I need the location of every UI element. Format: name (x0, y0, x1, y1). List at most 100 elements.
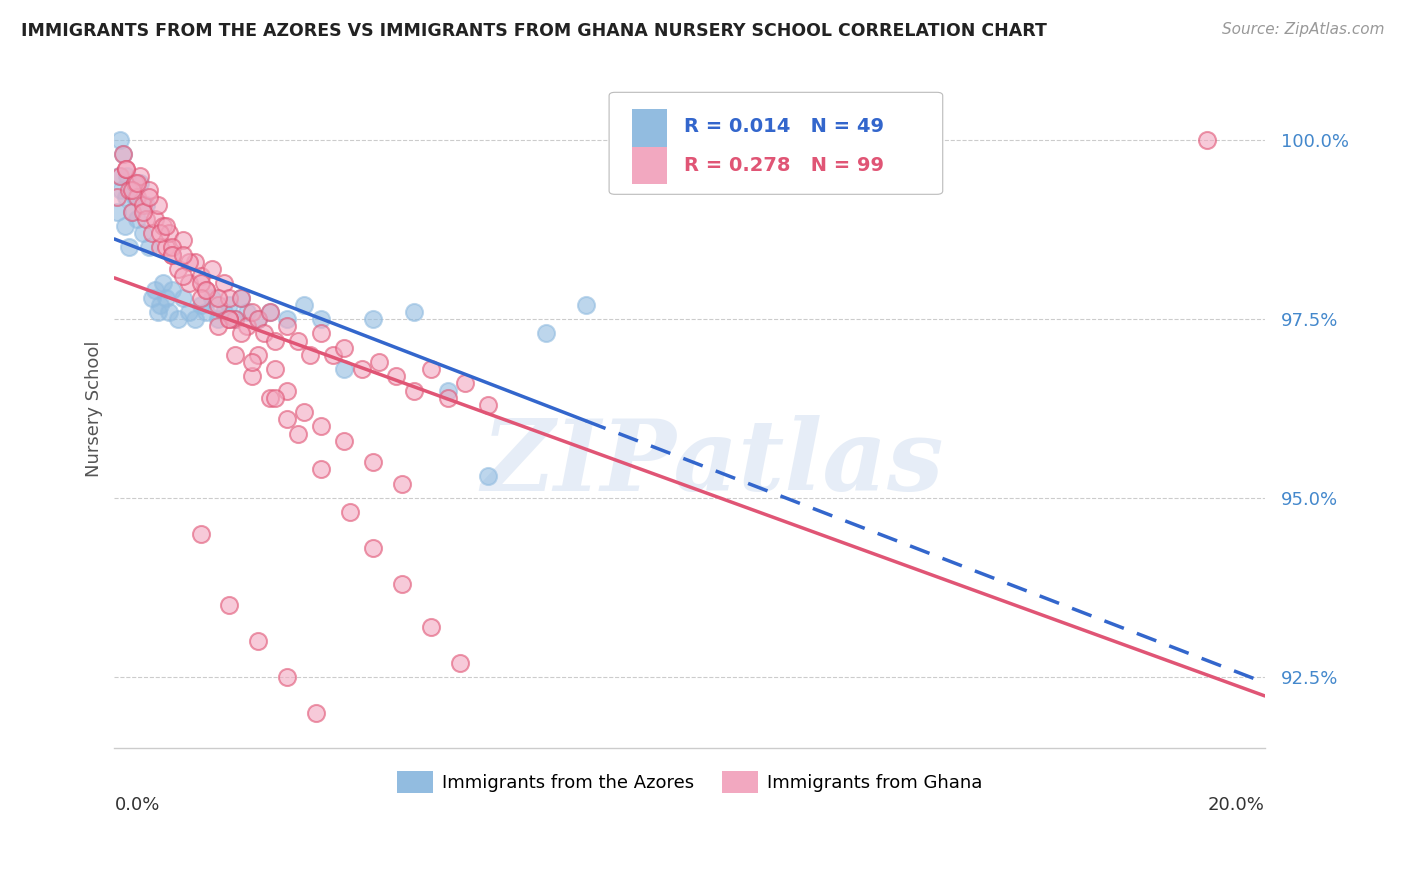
Point (195, 284, 218, 298)
Point (253, 326, 276, 341)
Point (242, 305, 264, 319)
Text: ZIPatlas: ZIPatlas (481, 415, 943, 511)
Point (229, 326, 252, 341)
Point (127, 176, 149, 190)
Point (259, 305, 281, 319)
Point (115, 169, 138, 183)
Point (311, 326, 333, 341)
Point (247, 634, 270, 648)
Point (138, 240, 160, 254)
Point (112, 147, 135, 161)
Point (247, 348, 270, 362)
Point (361, 455, 384, 469)
Point (157, 226, 180, 240)
Point (172, 269, 194, 284)
Point (292, 405, 315, 419)
Point (247, 312, 270, 326)
Point (138, 183, 160, 197)
Point (108, 169, 131, 183)
Point (419, 362, 441, 376)
Point (166, 261, 188, 276)
Point (152, 277, 174, 291)
Point (135, 197, 157, 211)
Point (218, 298, 240, 312)
Point (247, 312, 270, 326)
Point (419, 620, 441, 634)
Point (190, 269, 212, 284)
Point (276, 384, 298, 398)
Point (449, 656, 471, 670)
Point (141, 291, 163, 305)
Point (311, 462, 333, 476)
Point (146, 197, 169, 211)
Point (1197, 133, 1219, 147)
Point (105, 190, 128, 204)
Point (121, 183, 143, 197)
Point (207, 298, 229, 312)
Point (127, 211, 149, 226)
Point (190, 291, 212, 305)
Text: 0.0%: 0.0% (114, 796, 160, 814)
Point (152, 219, 174, 233)
Point (339, 505, 361, 519)
Point (264, 334, 287, 348)
Point (190, 526, 212, 541)
Point (143, 211, 166, 226)
Point (218, 291, 240, 305)
Point (118, 183, 141, 197)
Point (149, 298, 172, 312)
Point (235, 319, 257, 334)
Point (179, 254, 201, 268)
Point (172, 291, 194, 305)
Point (224, 312, 246, 326)
Point (477, 398, 499, 412)
Point (149, 240, 172, 254)
Point (155, 219, 177, 233)
Text: IMMIGRANTS FROM THE AZORES VS IMMIGRANTS FROM GHANA NURSERY SCHOOL CORRELATION C: IMMIGRANTS FROM THE AZORES VS IMMIGRANTS… (21, 22, 1047, 40)
Text: R = 0.014   N = 49: R = 0.014 N = 49 (683, 118, 884, 136)
Point (235, 305, 257, 319)
Point (124, 176, 146, 190)
Point (160, 240, 183, 254)
Point (534, 326, 557, 341)
Point (201, 291, 224, 305)
Point (276, 670, 298, 684)
Point (114, 219, 136, 233)
Point (172, 247, 194, 261)
Point (184, 312, 207, 326)
Point (121, 204, 143, 219)
Point (132, 197, 155, 211)
Point (179, 277, 201, 291)
Point (195, 305, 218, 319)
Point (115, 161, 138, 176)
Point (368, 355, 391, 369)
Y-axis label: Nursery School: Nursery School (86, 340, 103, 476)
Point (132, 226, 155, 240)
Point (155, 291, 177, 305)
Point (575, 298, 598, 312)
Point (218, 312, 240, 326)
Point (212, 277, 235, 291)
Point (129, 169, 152, 183)
Point (402, 384, 425, 398)
Point (402, 305, 425, 319)
Point (105, 204, 128, 219)
Point (132, 204, 155, 219)
Point (242, 369, 264, 384)
Point (146, 305, 169, 319)
Text: Source: ZipAtlas.com: Source: ZipAtlas.com (1222, 22, 1385, 37)
Bar (633, 146, 666, 184)
Point (454, 376, 477, 391)
Point (108, 133, 131, 147)
Point (333, 341, 356, 355)
Point (138, 190, 160, 204)
Point (242, 355, 264, 369)
Point (195, 284, 218, 298)
Point (276, 412, 298, 426)
Point (276, 319, 298, 334)
Point (350, 362, 373, 376)
Point (157, 305, 180, 319)
Point (108, 169, 131, 183)
Point (160, 247, 183, 261)
Point (155, 240, 177, 254)
